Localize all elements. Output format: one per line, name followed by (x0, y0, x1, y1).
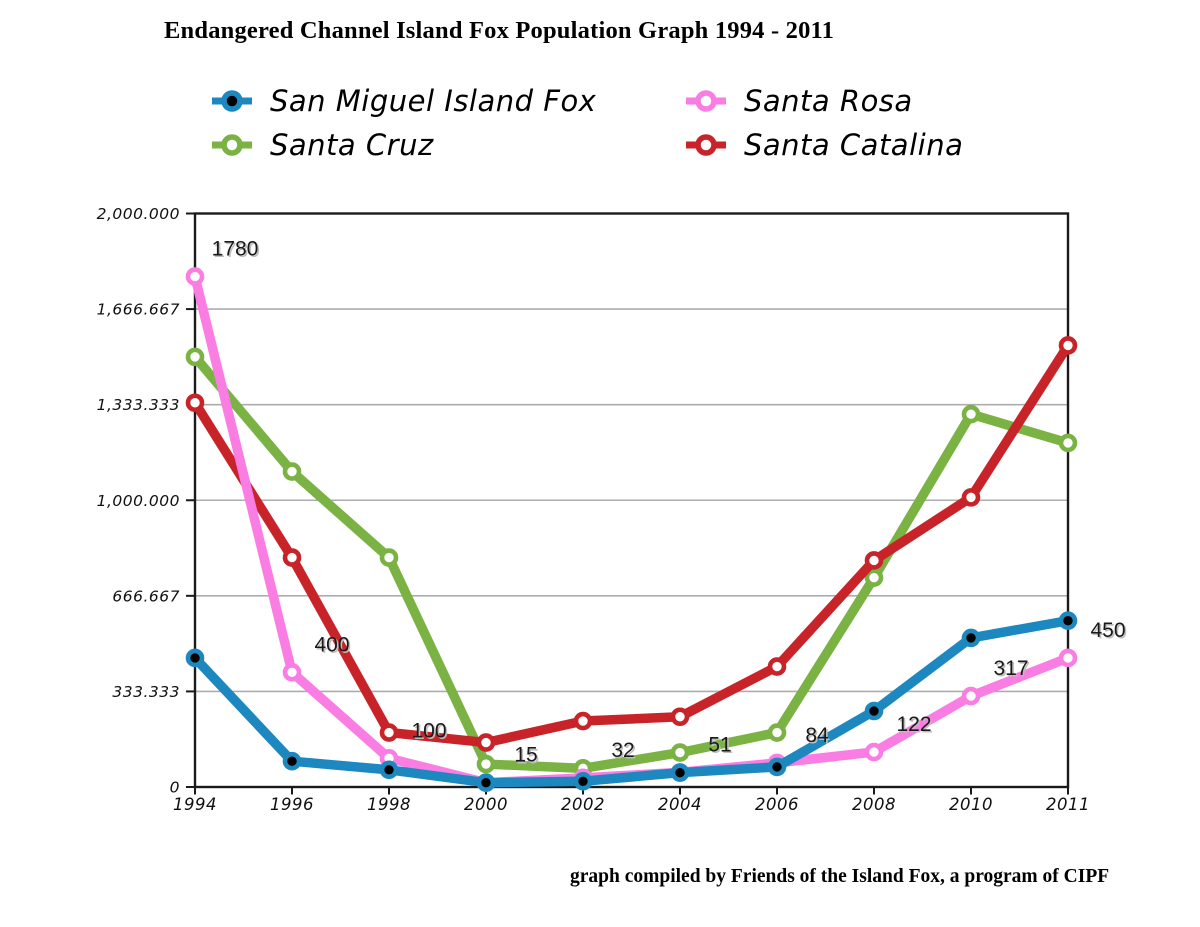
legend-label: Santa Catalina (744, 127, 964, 162)
data-point-marker (864, 568, 884, 587)
point-annotation-shadow: 317 (995, 659, 1030, 682)
point-annotation-shadow: 100 (413, 721, 448, 744)
data-point-marker (573, 711, 593, 731)
y-tick-label: 0 (170, 779, 180, 797)
point-annotation: 15 (514, 744, 537, 767)
data-point-marker (1058, 611, 1078, 630)
data-point-marker (670, 743, 690, 762)
x-tick-label: 2008 (852, 795, 896, 814)
point-annotation: 317 (993, 657, 1028, 680)
data-point-marker (185, 393, 205, 413)
data-point-marker (379, 723, 399, 742)
x-tick-label: 2006 (755, 795, 799, 814)
legend-label: Santa Cruz (270, 127, 434, 162)
data-point-marker (379, 548, 399, 567)
page-title: Endangered Channel Island Fox Population… (164, 17, 835, 44)
point-annotation-shadow: 400 (316, 635, 351, 658)
data-point-marker (476, 773, 496, 792)
data-point-marker (961, 628, 981, 648)
point-annotation-shadow: 122 (898, 715, 933, 738)
data-point-marker (185, 347, 205, 367)
point-annotation-shadow: 450 (1092, 621, 1127, 644)
series-line (190, 271, 1073, 788)
data-point-marker (961, 686, 981, 706)
data-point-marker (864, 551, 884, 570)
y-tick-label: 333.333 (112, 683, 180, 701)
point-annotation: 100 (411, 719, 446, 742)
x-tick-label: 2000 (464, 795, 508, 814)
data-point-marker (1058, 433, 1078, 453)
data-point-marker (282, 662, 302, 682)
data-point-marker (864, 701, 884, 721)
point-annotation-shadow: 1780 (213, 239, 260, 262)
legend-item-santa-catalina: Santa Catalina (683, 128, 963, 163)
data-point-marker (670, 707, 690, 727)
point-annotation-shadow: 15 (516, 745, 539, 768)
data-point-marker (476, 754, 496, 774)
x-tick-label: 1998 (367, 795, 411, 814)
data-point-marker (961, 488, 981, 507)
point-annotation: 400 (314, 633, 349, 656)
series-line (190, 352, 1073, 774)
data-point-marker (1058, 336, 1078, 355)
point-annotation: 1780 (212, 238, 259, 261)
legend-item-santa-rosa: Santa Rosa (683, 84, 963, 119)
line-marker-icon (212, 134, 252, 156)
data-point-marker (282, 462, 302, 481)
legend-label: San Miguel Island Fox (270, 84, 597, 118)
data-point-marker (961, 404, 981, 424)
line-marker-icon (686, 90, 726, 113)
legend-item-santa-cruz: Santa Cruz (209, 128, 683, 163)
y-tick-label: 1,666.667 (97, 301, 180, 319)
data-point-marker (767, 757, 787, 777)
point-annotation: 51 (708, 733, 731, 756)
x-tick-label: 2004 (658, 795, 702, 814)
point-annotation-shadow: 84 (807, 726, 831, 749)
series-line (190, 340, 1073, 748)
data-point-marker (864, 742, 884, 762)
data-point-marker (379, 760, 399, 780)
point-annotation: 450 (1090, 619, 1125, 642)
x-tick-label: 1996 (270, 795, 314, 814)
x-tick-label: 2011 (1046, 795, 1090, 814)
data-point-marker (767, 657, 787, 676)
data-point-marker (282, 548, 302, 567)
data-point-marker (1058, 648, 1078, 668)
y-tick-label: 666.667 (112, 587, 180, 605)
point-annotation-shadow: 51 (710, 735, 733, 758)
data-point-marker (476, 733, 496, 752)
attribution-caption: graph compiled by Friends of the Island … (570, 866, 1110, 887)
y-tick-label: 1,333.333 (97, 396, 180, 414)
legend-item-san-miguel: San Miguel Island Fox (209, 84, 683, 119)
data-point-marker (767, 723, 787, 742)
series-line (190, 615, 1073, 788)
line-marker-icon (212, 90, 252, 113)
point-annotation: 122 (896, 713, 931, 736)
line-marker-icon (686, 134, 726, 156)
point-annotation: 32 (611, 739, 634, 762)
y-tick-label: 2,000.000 (97, 205, 180, 223)
y-tick-label: 1,000.000 (97, 492, 180, 510)
x-tick-label: 2002 (561, 795, 605, 814)
data-point-marker (670, 763, 690, 782)
legend-label: Santa Rosa (744, 84, 913, 118)
point-annotation: 84 (805, 724, 829, 747)
x-tick-label: 1994 (173, 795, 217, 814)
data-point-marker (185, 267, 205, 286)
data-point-marker (573, 771, 593, 791)
point-annotation-shadow: 32 (613, 740, 636, 763)
chart-legend: San Miguel Island Fox Santa Rosa Santa C… (209, 84, 963, 163)
data-point-marker (185, 648, 205, 668)
x-tick-label: 2010 (949, 795, 993, 814)
data-point-marker (282, 751, 302, 771)
